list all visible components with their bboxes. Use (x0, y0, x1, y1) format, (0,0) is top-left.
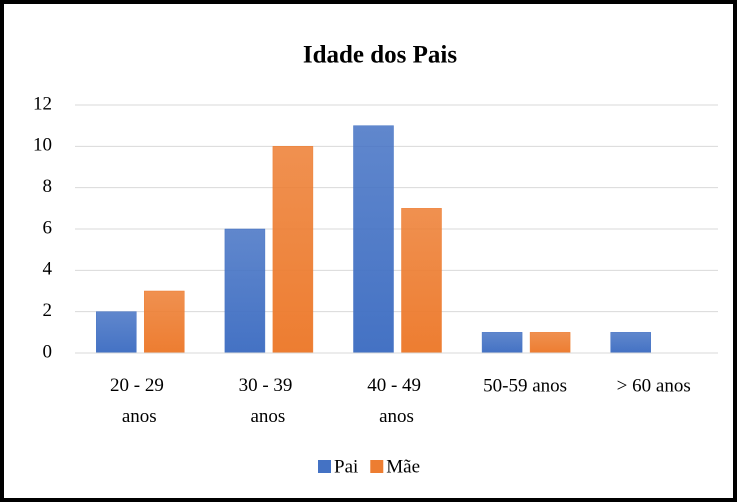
x-tick-line: anos (122, 406, 157, 427)
bar (353, 125, 394, 354)
bar (224, 228, 266, 354)
x-tick-line: 40 - 49 (367, 375, 426, 396)
y-tick-label: 0 (43, 341, 53, 362)
bar (401, 208, 442, 354)
legend-label: Mãe (386, 456, 420, 477)
legend-label: Pai (334, 456, 358, 477)
x-tick-label: 50-59 anos (483, 375, 567, 396)
x-tick-label: > 60 anos (617, 375, 691, 396)
bar (144, 290, 185, 354)
x-tick-label: 40 - 49 anos (367, 375, 426, 427)
bar (481, 332, 523, 354)
bar (610, 332, 651, 354)
bar (272, 146, 314, 354)
x-tick-line: anos (379, 406, 414, 427)
y-tick-label: 12 (33, 93, 52, 114)
y-tick-label: 10 (33, 135, 52, 156)
y-tick-label: 4 (43, 259, 53, 280)
chart-title: Idade dos Pais (303, 42, 457, 69)
legend-swatch (370, 460, 384, 473)
x-tick-line: 30 - 39 (239, 375, 298, 396)
x-tick-line: anos (250, 406, 285, 427)
x-tick-label: 20 - 29 anos (110, 375, 169, 427)
bar (529, 332, 571, 354)
y-tick-label: 2 (43, 300, 53, 321)
legend-swatch (318, 460, 331, 473)
x-tick-label: 30 - 39 anos (239, 375, 298, 427)
x-tick-line: 20 - 29 (110, 375, 169, 396)
y-tick-label: 6 (43, 217, 53, 238)
y-tick-label: 8 (43, 176, 53, 197)
bar (96, 311, 137, 354)
